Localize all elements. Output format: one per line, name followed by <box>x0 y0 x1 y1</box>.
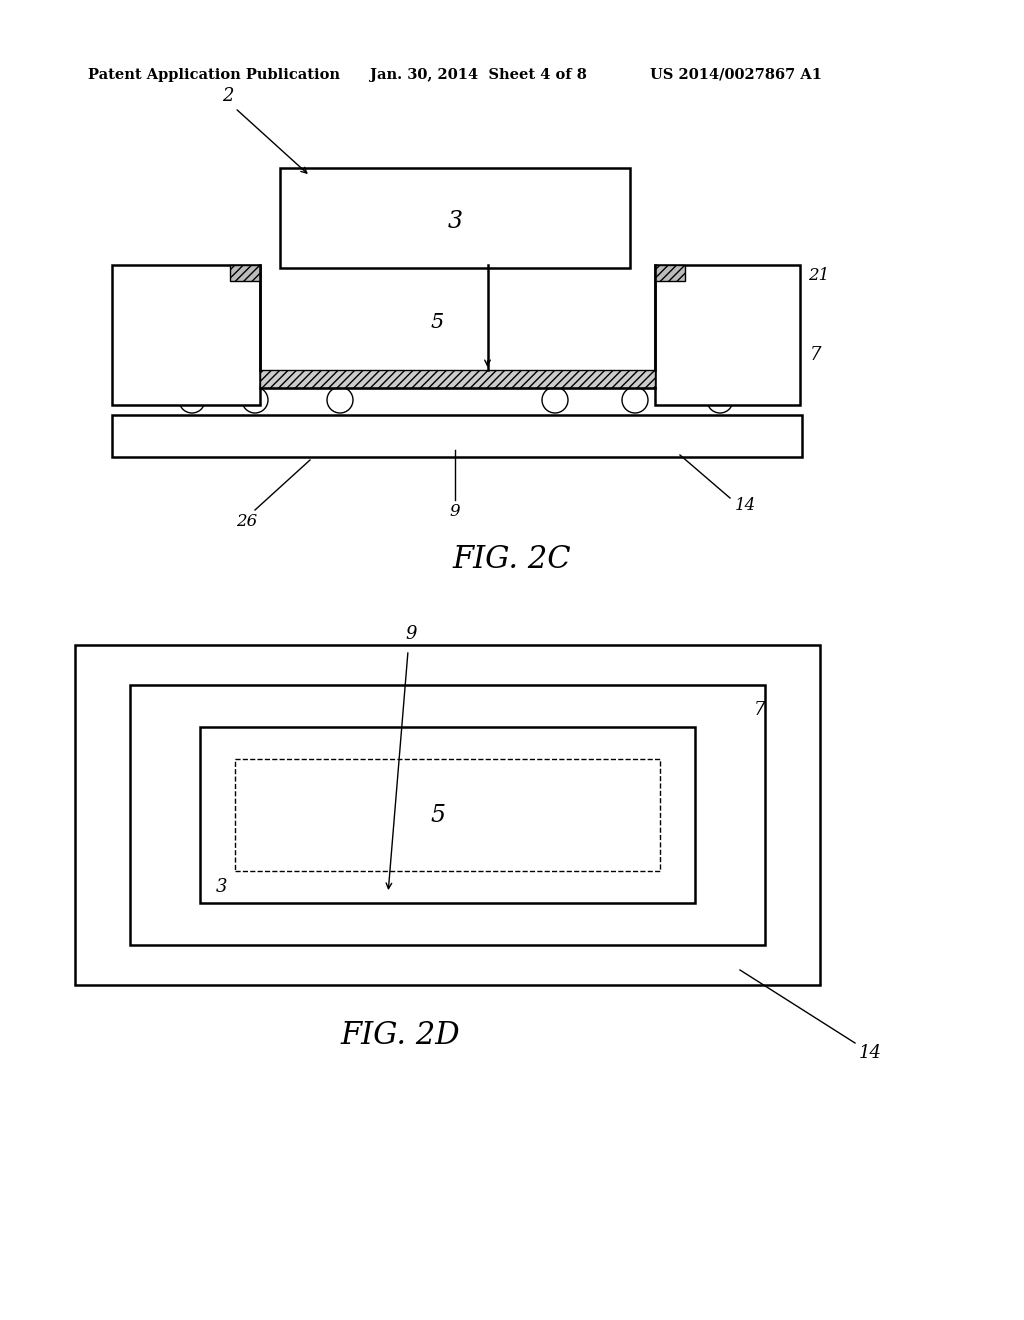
Bar <box>112 265 260 405</box>
Bar <box>130 685 765 945</box>
Bar <box>75 645 820 985</box>
Bar <box>230 265 260 281</box>
Circle shape <box>327 387 353 413</box>
Text: 5: 5 <box>430 804 445 826</box>
Text: Jan. 30, 2014  Sheet 4 of 8: Jan. 30, 2014 Sheet 4 of 8 <box>370 69 587 82</box>
Circle shape <box>542 387 568 413</box>
Bar <box>200 727 695 903</box>
Text: 5: 5 <box>431 313 444 333</box>
Text: 14: 14 <box>859 1044 882 1063</box>
Bar <box>655 265 800 405</box>
Text: 3: 3 <box>447 210 463 234</box>
Circle shape <box>622 387 648 413</box>
Text: 9: 9 <box>450 503 461 520</box>
Bar <box>260 370 655 388</box>
Circle shape <box>707 387 733 413</box>
Text: FIG. 2C: FIG. 2C <box>453 544 571 576</box>
Text: 7: 7 <box>755 701 766 719</box>
Text: 7: 7 <box>810 346 821 364</box>
Circle shape <box>179 387 205 413</box>
Text: 14: 14 <box>735 498 757 515</box>
Bar <box>112 414 802 457</box>
Circle shape <box>242 387 268 413</box>
Text: 3: 3 <box>216 878 227 896</box>
Text: FIG. 2D: FIG. 2D <box>340 1019 460 1051</box>
Text: 2: 2 <box>222 87 233 106</box>
Text: US 2014/0027867 A1: US 2014/0027867 A1 <box>650 69 822 82</box>
Bar <box>280 168 630 268</box>
Bar <box>234 759 660 871</box>
Bar <box>655 265 685 281</box>
Text: Patent Application Publication: Patent Application Publication <box>88 69 340 82</box>
Text: 26: 26 <box>237 513 258 531</box>
Text: 21: 21 <box>808 267 829 284</box>
Text: 9: 9 <box>406 624 417 643</box>
